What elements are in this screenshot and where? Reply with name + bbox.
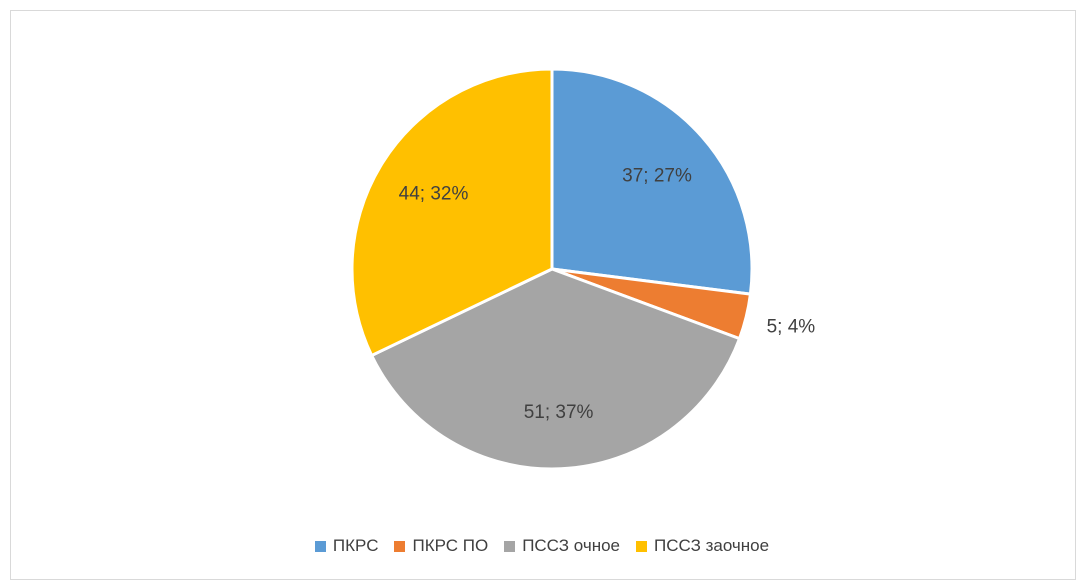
legend-item: ПССЗ заочное [636, 536, 769, 556]
legend-label: ПКРС [332, 536, 379, 555]
legend-label: ПССЗ заочное [654, 536, 770, 555]
pie-slices [350, 67, 754, 471]
legend-label: ПКРС ПО [412, 536, 489, 555]
legend-swatch [314, 540, 326, 552]
legend: ПКРС ПКРС ПО ПССЗ очное ПССЗ заочное [0, 536, 1084, 556]
data-label: 37; 27% [622, 165, 692, 186]
legend-item: ПССЗ очное [504, 536, 620, 556]
data-labels: 37; 27% 5; 4% 51; 37% 44; 32% [399, 165, 816, 422]
legend-item: ПКРС ПО [394, 536, 488, 556]
legend-swatch [636, 540, 647, 552]
data-label: 5; 4% [767, 317, 816, 338]
pie-slice [550, 67, 754, 296]
data-label: 44; 32% [399, 183, 469, 204]
legend-swatch [504, 540, 516, 552]
data-label: 51; 37% [524, 402, 594, 423]
pie-slice [350, 67, 554, 357]
legend-swatch [394, 540, 406, 552]
legend-item: ПКРС [314, 536, 379, 556]
legend-label: ПССЗ очное [522, 536, 620, 555]
pie-slice [370, 267, 741, 471]
